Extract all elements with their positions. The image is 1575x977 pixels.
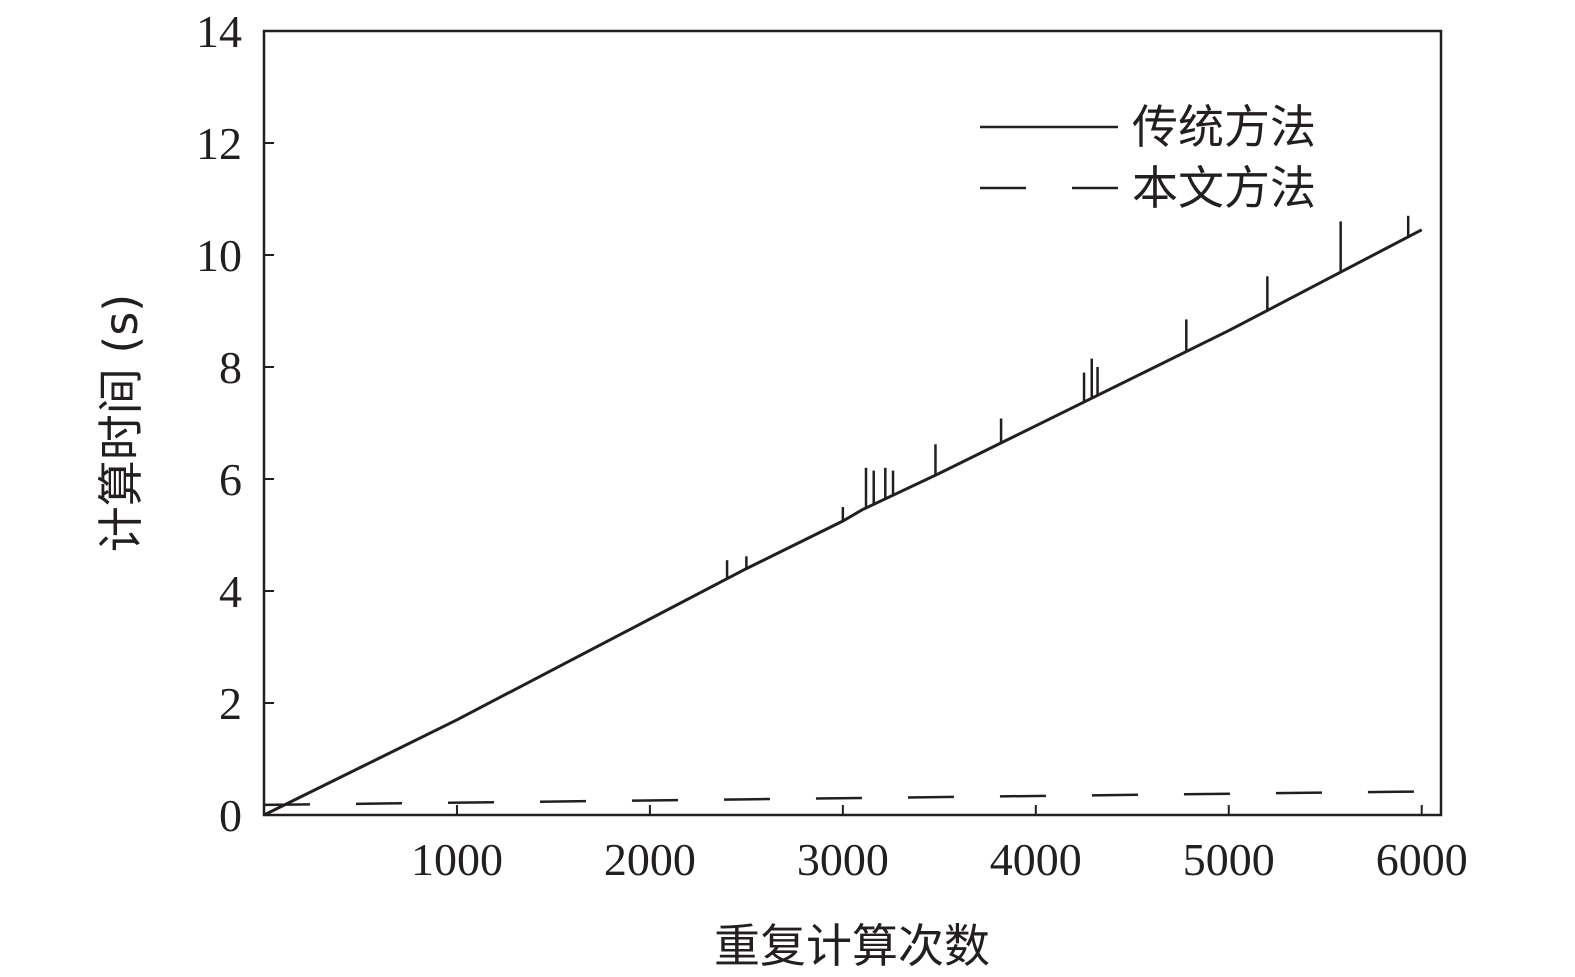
legend-label-0: 传统方法 (1132, 100, 1316, 154)
y-tick-label: 0 (219, 790, 242, 841)
y-tick-label: 2 (219, 678, 242, 729)
y-tick-label: 14 (196, 6, 242, 57)
y-tick-label: 6 (219, 454, 242, 505)
x-tick-label: 3000 (797, 834, 889, 885)
x-tick-label: 6000 (1376, 834, 1468, 885)
x-tick-label: 2000 (604, 834, 696, 885)
x-axis-title: 重复计算次数 (714, 919, 990, 973)
legend: 传统方法 本文方法 (980, 100, 1316, 215)
x-tick-label: 1000 (411, 834, 503, 885)
series-layer (263, 215, 1423, 817)
y-tick-label: 12 (196, 118, 242, 169)
x-tick-label: 5000 (1183, 834, 1275, 885)
x-axis-ticks: 1000 2000 3000 4000 5000 6000 (411, 805, 1468, 885)
legend-label-1: 本文方法 (1132, 161, 1316, 215)
plot-frame (262, 29, 1443, 817)
y-axis-title: 计算时间 (s) (94, 294, 148, 552)
series-0-line (263, 228, 1423, 817)
y-axis-ticks: 0 2 4 6 8 10 12 14 (196, 6, 274, 841)
y-tick-label: 8 (219, 342, 242, 393)
series-1-line (263, 790, 1422, 807)
y-tick-label: 10 (196, 230, 242, 281)
y-tick-label: 4 (219, 566, 242, 617)
x-tick-label: 4000 (990, 834, 1082, 885)
